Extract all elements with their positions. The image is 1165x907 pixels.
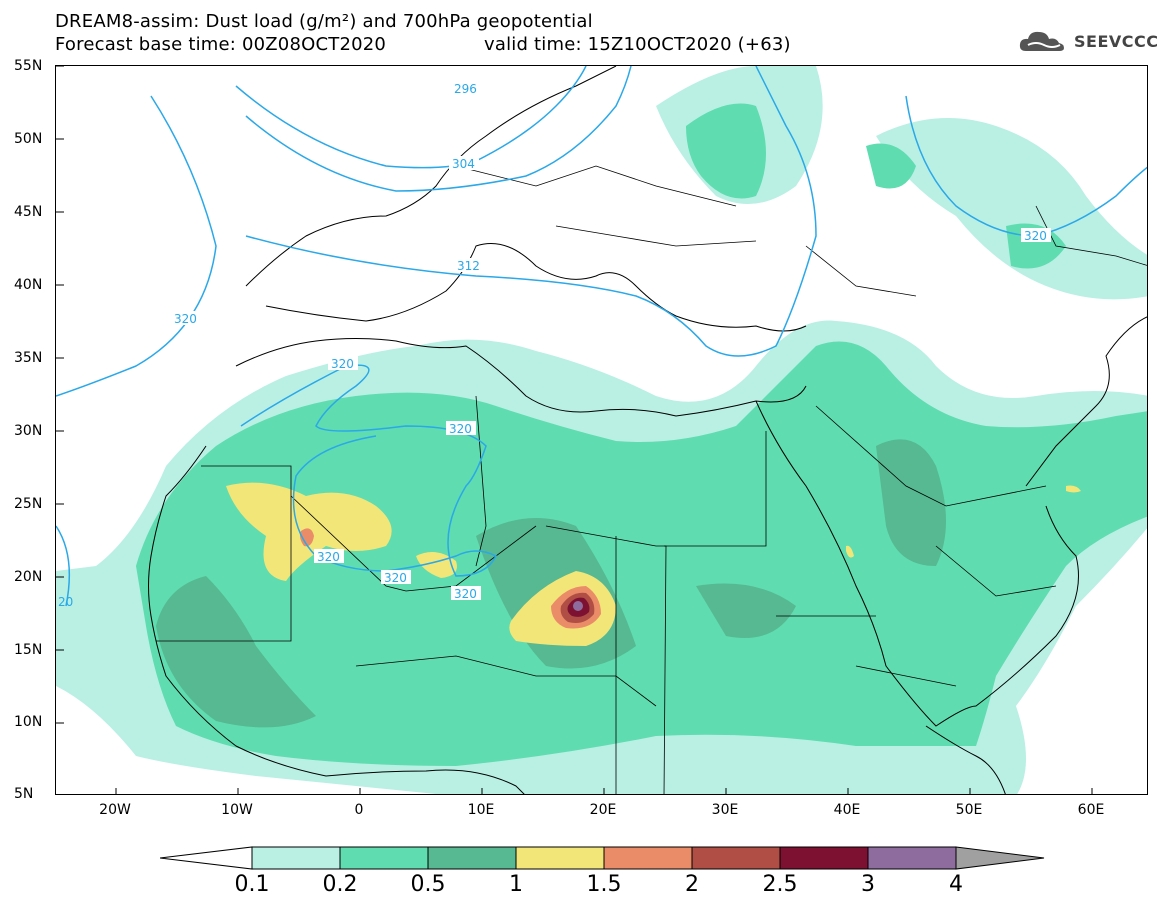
geopotential-label: 320	[454, 587, 477, 601]
lat-label: 5N	[14, 786, 34, 802]
cloud-logo-icon	[1019, 31, 1064, 51]
colorbar-swatch	[427, 846, 517, 870]
lon-label: 60E	[1077, 802, 1105, 818]
colorbar-under-triangle	[160, 846, 253, 870]
colorbar-label: 1	[509, 872, 523, 897]
lat-label: 20N	[14, 569, 43, 585]
lon-label: 50E	[955, 802, 983, 818]
colorbar-swatch	[691, 846, 781, 870]
lon-label: 40E	[833, 802, 861, 818]
logo-text: SEEVCCC	[1074, 31, 1159, 51]
lat-label: 45N	[14, 204, 43, 220]
country-borders	[156, 165, 1147, 794]
colorbar-swatch	[339, 846, 429, 870]
geopotential-label: 20	[58, 595, 73, 609]
geopotential-label: 320	[384, 571, 407, 585]
geopotential-label: 320	[1024, 229, 1047, 243]
colorbar-label: 0.2	[322, 872, 358, 897]
lon-label: 0	[354, 802, 364, 818]
geopotential-label: 320	[449, 422, 472, 436]
colorbar-swatch	[515, 846, 605, 870]
colorbar-swatch	[779, 846, 869, 870]
geopotential-labels: 296 304 312 320 320 320 320 320 320 320 …	[58, 81, 1051, 609]
colorbar-swatch	[867, 846, 957, 870]
geopotential-label: 320	[331, 357, 354, 371]
lon-label: 10E	[467, 802, 495, 818]
lon-label: 20W	[99, 802, 131, 818]
lat-label: 40N	[14, 277, 43, 293]
coastlines	[148, 66, 1147, 794]
dust-field-3	[573, 601, 583, 611]
geopotential-label: 296	[454, 82, 477, 96]
colorbar-over-triangle	[955, 846, 1045, 870]
colorbar-label: 2	[685, 872, 699, 897]
lat-label: 30N	[14, 423, 43, 439]
seevccc-logo: SEEVCCC	[1018, 26, 1159, 56]
axis-ticks	[56, 66, 1093, 794]
colorbar-label: 3	[861, 872, 875, 897]
colorbar-label: 2.5	[762, 872, 798, 897]
colorbar-label: 0.5	[410, 872, 446, 897]
colorbar	[160, 846, 1045, 870]
geopotential-label: 320	[174, 312, 197, 326]
lon-label: 30E	[711, 802, 739, 818]
valid-time-label: valid time: 15Z10OCT2020 (+63)	[484, 34, 791, 55]
base-time-label: Forecast base time: 00Z08OCT2020	[55, 34, 387, 55]
lat-label: 55N	[14, 58, 43, 74]
colorbar-swatch	[251, 846, 341, 870]
lon-label: 20E	[589, 802, 617, 818]
colorbar-label: 0.1	[234, 872, 270, 897]
colorbar-swatch	[603, 846, 693, 870]
map-title: DREAM8-assim: Dust load (g/m²) and 700hP…	[55, 11, 593, 32]
map-panel: 296 304 312 320 320 320 320 320 320 320 …	[55, 65, 1148, 795]
lat-label: 25N	[14, 496, 43, 512]
geopotential-label: 304	[452, 157, 475, 171]
colorbar-label: 4	[949, 872, 963, 897]
dust-map: 296 304 312 320 320 320 320 320 320 320 …	[56, 66, 1147, 794]
colorbar-label: 1.5	[586, 872, 622, 897]
lat-label: 15N	[14, 642, 43, 658]
lat-label: 50N	[14, 131, 43, 147]
lat-label: 35N	[14, 350, 43, 366]
lat-label: 10N	[14, 714, 43, 730]
lon-label: 10W	[221, 802, 253, 818]
geopotential-label: 320	[317, 550, 340, 564]
geopotential-label: 312	[457, 259, 480, 273]
